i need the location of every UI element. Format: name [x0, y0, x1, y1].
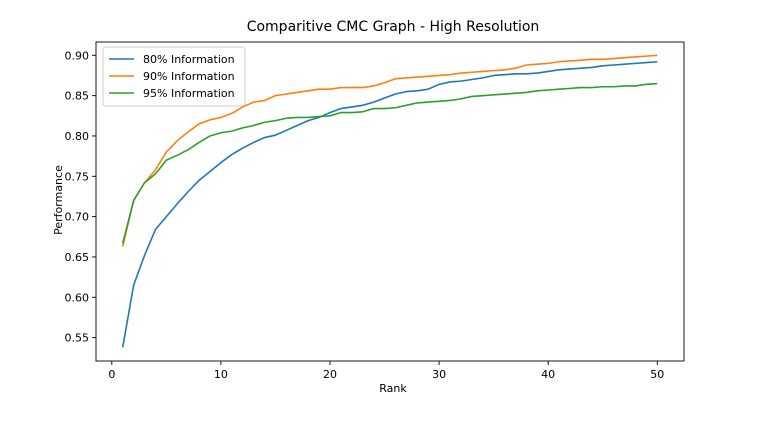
x-axis-label: Rank	[379, 382, 407, 395]
axes-frame	[95, 41, 685, 362]
y-tick-label: 0.75	[65, 170, 90, 183]
axes: 0 10 20 30 40 50 0.55 0.60 0.65 0.70 0.75 0.80 0.85 0…	[65, 41, 685, 381]
y-axis-label: Performance	[52, 165, 65, 235]
y-tick-label: 0.70	[65, 211, 90, 224]
x-tick-label: 0	[108, 368, 115, 381]
x-tick-label: 10	[214, 368, 228, 381]
x-tick-label: 40	[541, 368, 555, 381]
y-tick-label: 0.90	[65, 49, 90, 62]
y-tick-label: 0.85	[65, 90, 90, 103]
legend-box	[102, 46, 246, 107]
legend-label-3: 95% Information	[143, 87, 235, 100]
legend: 80% Information 90% Information 95% Inform…	[102, 46, 246, 107]
plot-area	[121, 54, 658, 348]
y-tick-label: 0.55	[65, 332, 90, 345]
series-line-3	[121, 82, 658, 244]
y-tick-label: 0.65	[65, 251, 90, 264]
y-tick-label: 0.80	[65, 130, 90, 143]
x-tick-label: 30	[432, 368, 446, 381]
x-tick-label: 20	[323, 368, 337, 381]
x-tick-label: 50	[650, 368, 664, 381]
y-tick-label: 0.60	[65, 291, 90, 304]
legend-label-1: 80% Information	[143, 53, 235, 66]
legend-label-2: 90% Information	[143, 70, 235, 83]
series-line-1	[121, 60, 658, 348]
chart-title: Comparitive CMC Graph - High Resolution	[247, 19, 540, 35]
series-line-2	[121, 54, 658, 247]
